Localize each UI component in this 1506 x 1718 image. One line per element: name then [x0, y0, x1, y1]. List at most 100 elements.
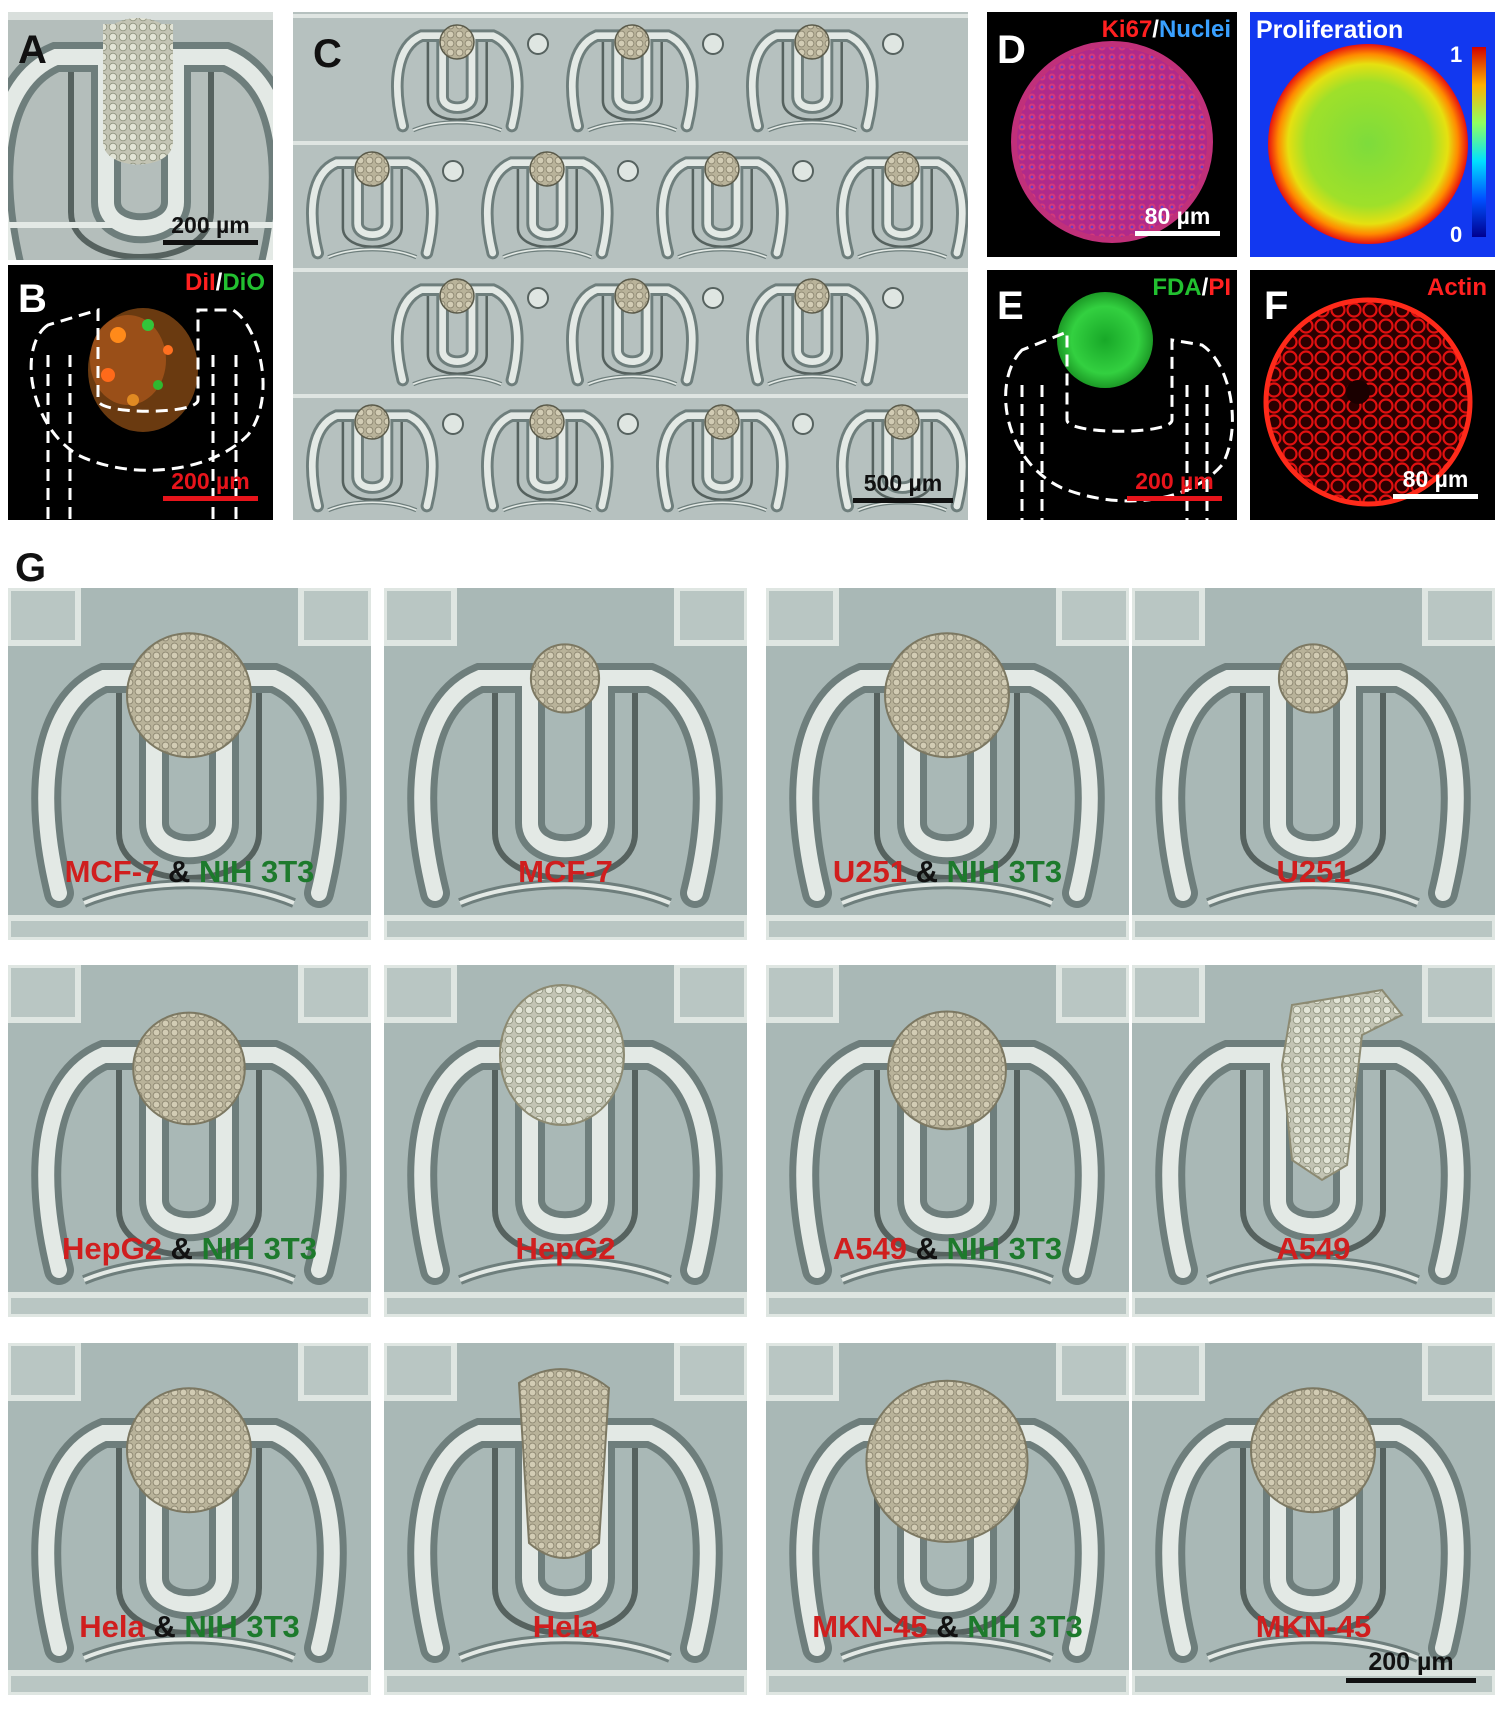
cell-line-label: HepG2: [384, 1233, 747, 1264]
stain-label-b: DiI/DiO: [185, 271, 265, 295]
cell-line-primary: A549: [832, 1231, 908, 1266]
tile-image: [1132, 588, 1495, 940]
cell-line-label: A549 & NIH 3T3: [766, 1233, 1129, 1264]
cell-line-primary: MKN-45: [1255, 1609, 1372, 1644]
grid-tile: U251 & NIH 3T3: [766, 588, 1129, 940]
grid-tile: A549 & NIH 3T3: [766, 965, 1129, 1317]
stain-dii: DiI: [184, 269, 216, 296]
stain-actin: Actin: [1427, 274, 1487, 301]
cell-line-label: A549: [1132, 1233, 1495, 1264]
panel-b: B DiI/DiO 200 µm: [8, 265, 273, 520]
panel-e: E FDA/PI 200 µm: [987, 270, 1237, 520]
scalebar-f-text: 80 µm: [1402, 466, 1469, 492]
cell-line-primary: MCF-7: [64, 854, 160, 889]
cell-line-primary: Hela: [79, 1609, 145, 1644]
grid-tile: U251: [1132, 588, 1495, 940]
tile-image: [766, 588, 1129, 940]
tile-image: [8, 588, 371, 940]
scalebar-c: 500 µm: [853, 472, 953, 503]
cell-line-cocultured: NIH 3T3: [201, 1231, 317, 1266]
grid-tile: A549: [1132, 965, 1495, 1317]
panel-b-image: [8, 265, 273, 520]
cell-line-label: MCF-7 & NIH 3T3: [8, 856, 371, 887]
panel-label-d: D: [997, 28, 1026, 72]
colorbar-max: 1: [1450, 42, 1463, 67]
colorbar-min: 0: [1450, 222, 1463, 247]
panel-a: A 200 µm: [8, 12, 273, 260]
cell-line-label: HepG2 & NIH 3T3: [8, 1233, 371, 1264]
proliferation-map: [1250, 12, 1495, 257]
cell-line-primary: HepG2: [515, 1231, 616, 1266]
cell-line-amp: &: [161, 1231, 202, 1266]
scalebar-d: 80 µm: [1135, 205, 1220, 236]
tile-image: [384, 1343, 747, 1695]
panel-label-b: B: [18, 277, 47, 321]
panel-f-image: [1250, 270, 1495, 520]
cell-line-primary: U251: [832, 854, 908, 889]
tile-image: [766, 965, 1129, 1317]
grid-tile: MKN-45: [1132, 1343, 1495, 1695]
cell-line-label: U251 & NIH 3T3: [766, 856, 1129, 887]
grid-tile: Hela & NIH 3T3: [8, 1343, 371, 1695]
panel-label-g: G: [15, 546, 47, 590]
scalebar-e: 200 µm: [1127, 470, 1222, 501]
cell-line-primary: A549: [1276, 1231, 1351, 1266]
cell-line-cocultured: NIH 3T3: [967, 1609, 1083, 1644]
cell-line-primary: MKN-45: [812, 1609, 928, 1644]
grid-tile: HepG2: [384, 965, 747, 1317]
panel-label-f: F: [1264, 284, 1289, 328]
stain-nuclei: Nuclei: [1158, 16, 1231, 43]
scalebar-g-text: 200 µm: [1368, 1648, 1454, 1676]
stain-label-d: Ki67/Nuclei: [1102, 18, 1231, 42]
cell-line-label: MKN-45 & NIH 3T3: [766, 1611, 1129, 1642]
tile-image: [766, 1343, 1129, 1695]
panel-d-heatmap: Proliferation 1 0: [1250, 12, 1495, 257]
stain-pi: PI: [1208, 274, 1231, 301]
grid-tile: MCF-7: [384, 588, 747, 940]
tile-image: [8, 1343, 371, 1695]
cell-line-primary: HepG2: [62, 1231, 162, 1266]
stain-sep-d: /: [1152, 16, 1159, 43]
cell-line-cocultured: NIH 3T3: [198, 854, 315, 889]
scalebar-a-text: 200 µm: [171, 212, 250, 238]
cell-line-cocultured: NIH 3T3: [184, 1609, 300, 1644]
cell-line-amp: &: [144, 1609, 185, 1644]
stain-sep-e: /: [1201, 274, 1209, 301]
tile-image: [1132, 965, 1495, 1317]
scalebar-a: 200 µm: [163, 214, 258, 245]
cell-line-amp: &: [907, 854, 947, 889]
scalebar-b: 200 µm: [163, 470, 258, 501]
panel-label-e: E: [997, 284, 1024, 328]
cell-line-amp: &: [927, 1609, 968, 1644]
cell-line-amp: &: [907, 1231, 947, 1266]
stain-label-e: FDA/PI: [1152, 276, 1231, 300]
scalebar-c-text: 500 µm: [863, 470, 943, 496]
panel-d-image: D Ki67/Nuclei 80 µm: [987, 12, 1237, 257]
cell-line-primary: U251: [1276, 854, 1351, 889]
heatmap-title: Proliferation: [1256, 16, 1404, 44]
tile-image: [384, 965, 747, 1317]
tile-image: [1132, 1343, 1495, 1695]
grid-tile: Hela: [384, 1343, 747, 1695]
scalebar-d-text: 80 µm: [1144, 203, 1211, 229]
stain-fda: FDA: [1152, 274, 1202, 301]
panel-c: C 500 µm: [293, 12, 968, 520]
panel-label-a: A: [18, 28, 47, 72]
stain-ki67: Ki67: [1101, 16, 1153, 43]
cell-line-label: Hela & NIH 3T3: [8, 1611, 371, 1642]
scalebar-e-text: 200 µm: [1135, 468, 1214, 494]
grid-tile: MKN-45 & NIH 3T3: [766, 1343, 1129, 1695]
stain-dio: DiO: [222, 269, 265, 296]
scalebar-f: 80 µm: [1393, 468, 1478, 499]
cell-line-primary: MCF-7: [518, 854, 613, 889]
grid-tile: HepG2 & NIH 3T3: [8, 965, 371, 1317]
panel-d-fluorescence: [987, 12, 1237, 257]
panel-label-c: C: [313, 32, 342, 76]
cell-line-label: MCF-7: [384, 856, 747, 887]
panel-e-image: [987, 270, 1237, 520]
grid-tile: MCF-7 & NIH 3T3: [8, 588, 371, 940]
cell-line-label: U251: [1132, 856, 1495, 887]
cell-line-label: Hela: [384, 1611, 747, 1642]
panel-f: F Actin 80 µm: [1250, 270, 1495, 520]
cell-line-label: MKN-45: [1132, 1611, 1495, 1642]
